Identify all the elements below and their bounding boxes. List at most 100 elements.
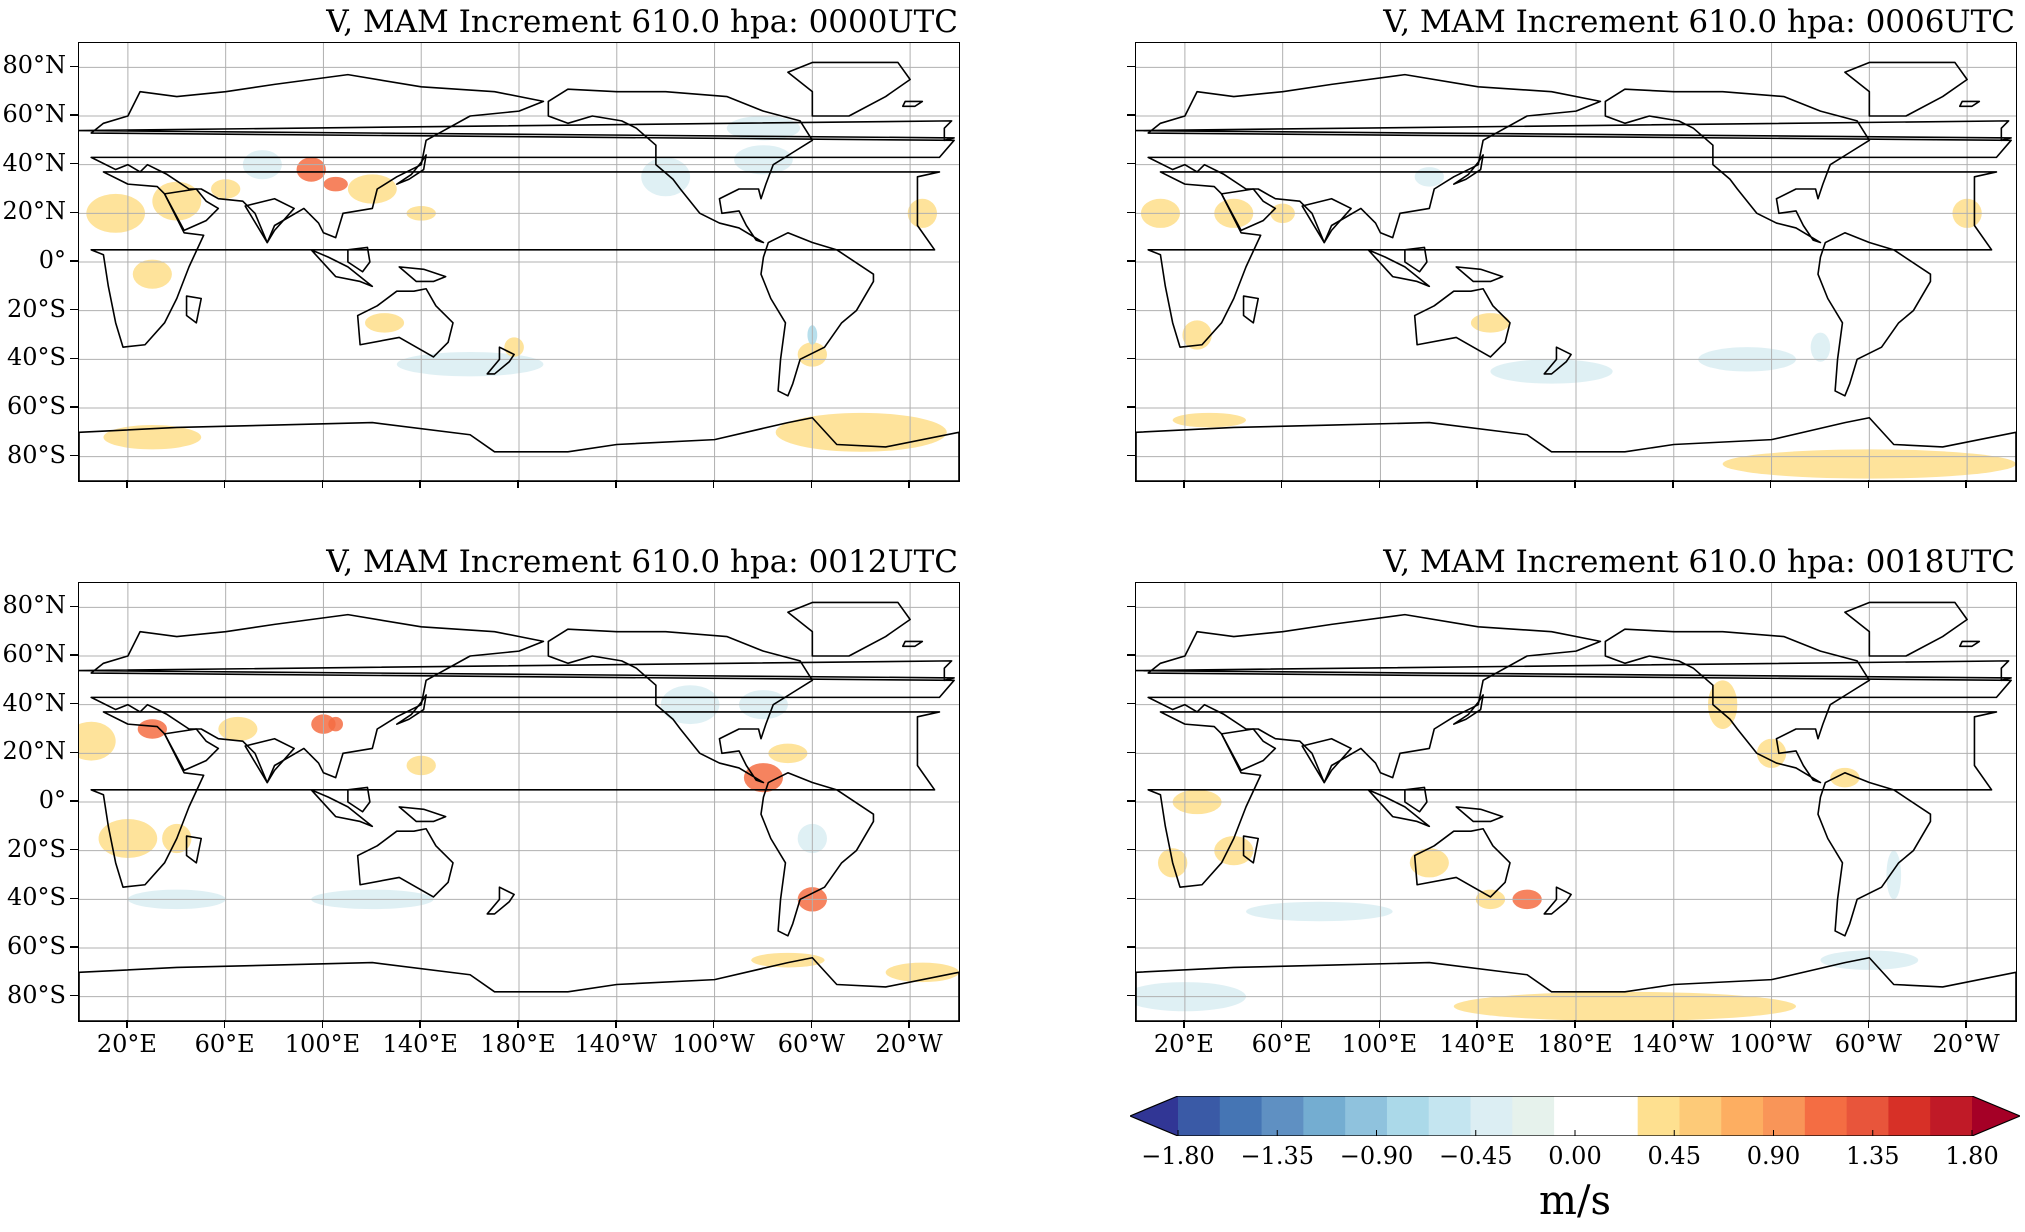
colorbar-tick-label: −1.80 [1141, 1142, 1215, 1170]
positive-increment [347, 174, 397, 204]
lat-tick-label: 80°S [7, 440, 66, 469]
negative-increment [1490, 359, 1613, 384]
lon-tickmark [908, 480, 910, 488]
positive-increment [1172, 412, 1246, 428]
coastline [1147, 73, 2012, 244]
colorbar-segment [1595, 1096, 1639, 1136]
coastline [1220, 188, 1277, 232]
lon-tick-label: 180°E [1537, 1030, 1613, 1058]
lon-tickmark [1965, 480, 1967, 488]
lat-tick-label: 60°N [2, 640, 66, 668]
coastline [1301, 737, 1352, 784]
coastline [395, 154, 427, 185]
lat-tickmark [70, 946, 78, 948]
coastline [79, 660, 955, 682]
colorbar-tick-label: 0.90 [1746, 1142, 1801, 1170]
lon-tickmark [1965, 1020, 1967, 1028]
lat-tickmark [1127, 994, 1135, 997]
lat-tick-label: 60°S [7, 392, 66, 420]
lat-tickmark [1127, 211, 1135, 214]
coastline [1455, 266, 1504, 283]
coastline [79, 956, 959, 1021]
positive-increment [152, 181, 202, 221]
coastline [1301, 197, 1352, 244]
coastline [185, 835, 203, 864]
coastline [1844, 601, 1968, 657]
lon-tickmark [1280, 480, 1283, 488]
coastline [347, 246, 371, 273]
colorbar-segment [1763, 1096, 1806, 1136]
colorbar-segment [1345, 1096, 1388, 1136]
negative-increment [1246, 901, 1393, 922]
lon-tickmark [1769, 480, 1772, 488]
panel-title: V, MAM Increment 610.0 hpa: 0018UTC [1383, 544, 2015, 580]
lon-tick-label: 140°W [574, 1030, 658, 1058]
positive-increment [743, 763, 783, 793]
coastline [1604, 628, 1871, 784]
lon-tick-label: 60°E [1251, 1030, 1312, 1058]
lat-tick-label: 80°S [7, 980, 66, 1009]
lon-tick-label: 20°W [1932, 1030, 2000, 1058]
coastline [787, 61, 911, 117]
lat-tickmark [70, 751, 78, 754]
lon-tickmark [1769, 1020, 1772, 1028]
coastline [347, 786, 371, 813]
colorbar-segment [1303, 1096, 1346, 1136]
colorbar-segment [1470, 1096, 1513, 1136]
map-panel-p0012: V, MAM Increment 610.0 hpa: 0012UTC 80°N 6… [2, 544, 960, 1058]
coastline [185, 295, 203, 324]
map-area [1135, 42, 2017, 482]
negative-increment [734, 145, 793, 175]
lat-tickmark [70, 702, 78, 705]
lon-tickmark [810, 480, 813, 488]
lon-tick-label: 140°E [382, 1030, 458, 1058]
positive-increment [296, 157, 326, 182]
coastline [901, 100, 924, 108]
lon-tickmark [1672, 480, 1674, 488]
lat-tickmark [70, 406, 78, 408]
positive-increment [365, 313, 405, 333]
lat-tickmark [70, 114, 78, 116]
colorbar-segment [1637, 1096, 1680, 1136]
coastline [760, 232, 875, 397]
map-svg [79, 583, 959, 1021]
colorbar-segment [1261, 1096, 1304, 1136]
negative-increment [641, 157, 691, 197]
lon-tick-label: 60°W [777, 1030, 845, 1058]
panel-title: V, MAM Increment 610.0 hpa: 0000UTC [326, 4, 958, 40]
lat-tickmark [70, 605, 78, 608]
map-svg [79, 43, 959, 481]
coastline [163, 188, 220, 232]
lon-tickmark [126, 1020, 128, 1028]
lon-tick-label: 140°E [1439, 1030, 1515, 1058]
map-area [1135, 582, 2017, 1022]
coastline [1844, 61, 1968, 117]
lat-tick-label: 40°N [2, 688, 66, 717]
colorbar-segment [1930, 1096, 1973, 1136]
lat-tick-label: 20°N [2, 197, 66, 226]
colorbar-tick-label: −0.90 [1339, 1142, 1414, 1170]
colorbar-tick-label: 1.35 [1846, 1142, 1900, 1170]
colorbar-unit: m/s [1539, 1178, 1611, 1224]
positive-increment [323, 176, 348, 192]
lon-tickmark [1672, 1020, 1674, 1028]
coastline [1413, 827, 1511, 898]
coastline [310, 789, 374, 828]
lon-tickmark [321, 1020, 324, 1028]
lat-tickmark [1127, 800, 1135, 802]
coastline [547, 88, 814, 244]
lon-tickmark [1476, 1020, 1478, 1028]
colorbar-segment [1554, 1096, 1597, 1136]
coastline [1147, 171, 1998, 348]
lon-tickmark [1378, 1020, 1381, 1028]
lon-tick-label: 100°E [284, 1030, 361, 1058]
coastline [310, 249, 374, 288]
lat-tickmark [1127, 357, 1135, 360]
lat-tickmark [70, 308, 78, 311]
negative-increment [1886, 850, 1902, 900]
lat-tickmark [1127, 454, 1135, 457]
coastline [1452, 154, 1484, 185]
lat-tickmark [1127, 114, 1135, 116]
lon-tickmark [1183, 1020, 1185, 1028]
lat-tick-label: 60°S [7, 932, 66, 960]
